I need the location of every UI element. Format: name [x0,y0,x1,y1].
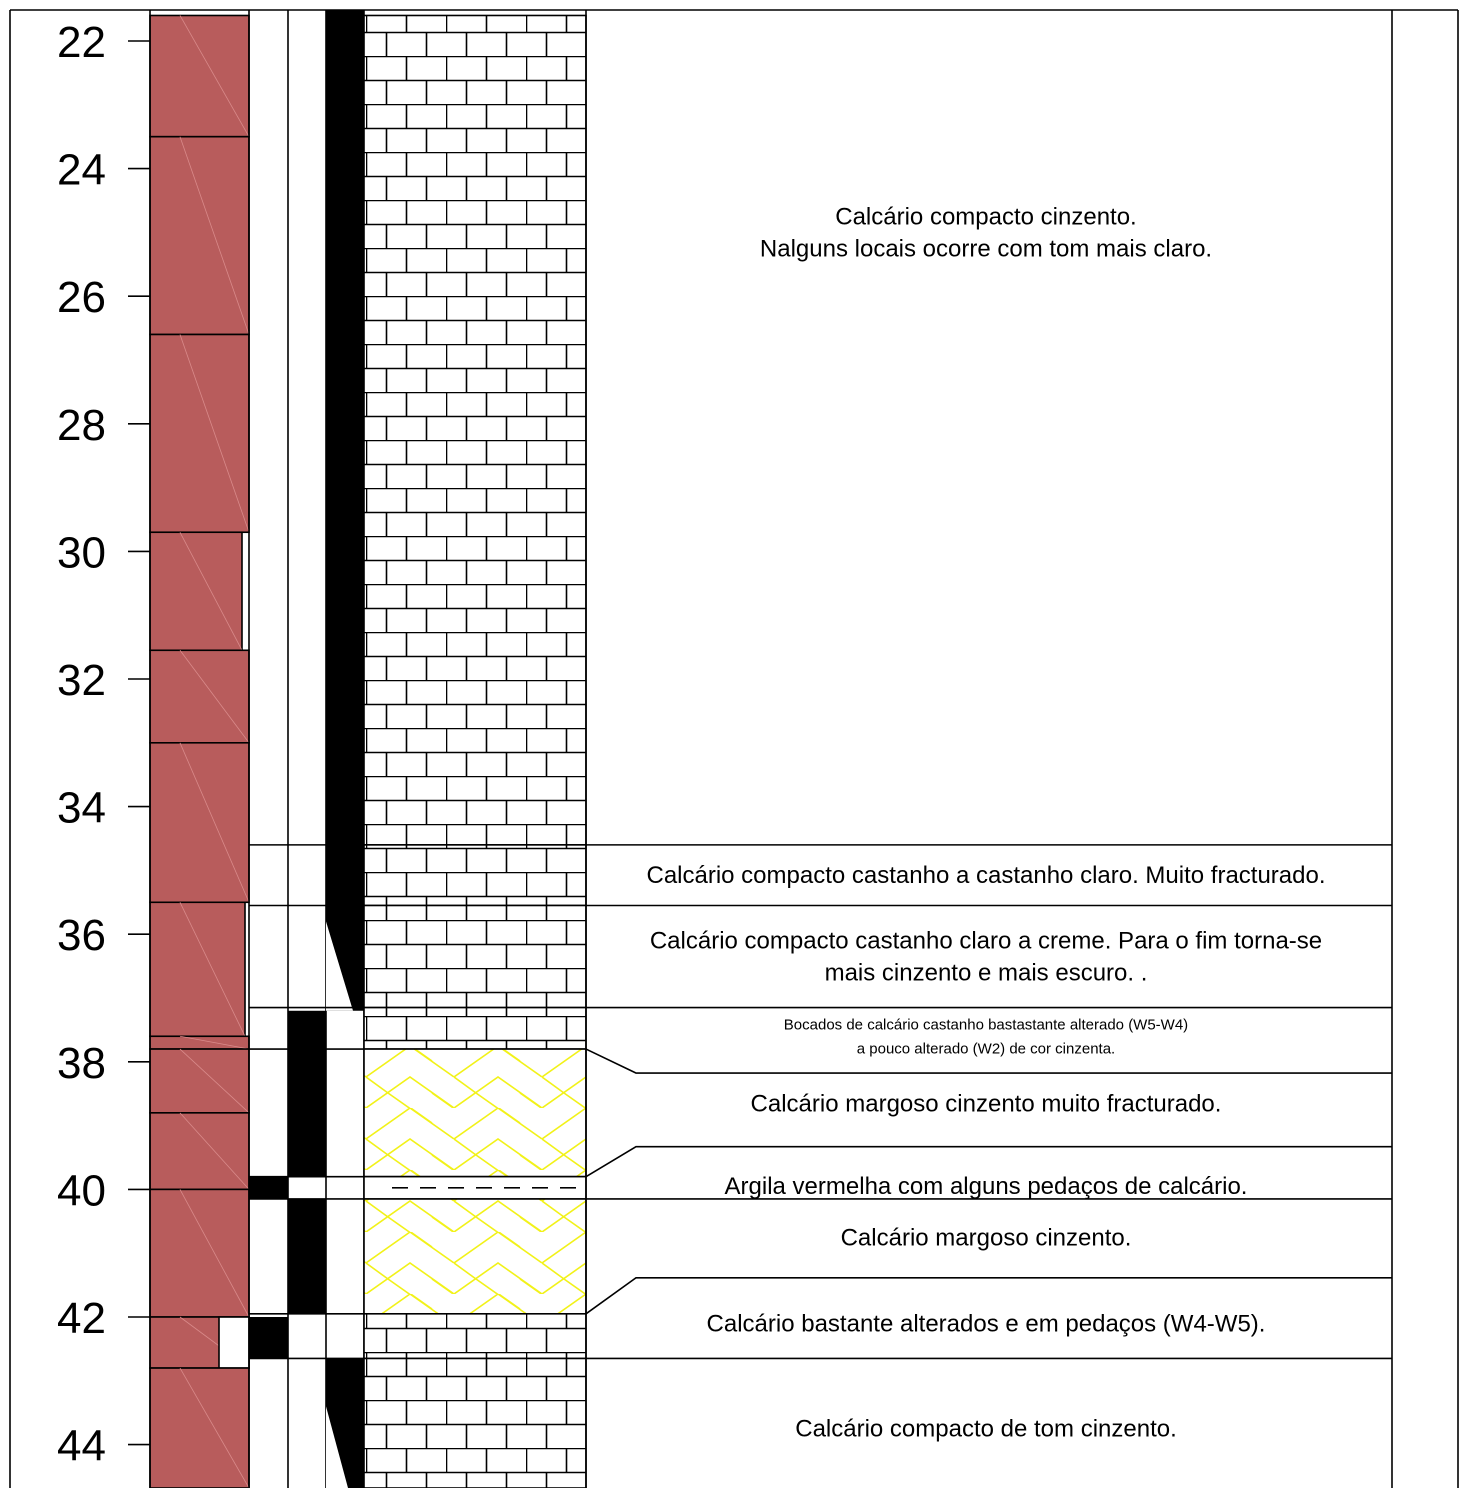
core-box-hatch [179,532,243,651]
depth-label: 26 [57,273,106,322]
description-divider [585,1048,1392,1074]
core-recovery-column [149,14,250,1488]
layer-description: Calcário margoso cinzento muito fractura… [751,1090,1222,1117]
fracture-fill [249,1176,288,1199]
fracture-rqd-columns [248,10,365,1488]
depth-label: 28 [57,401,106,450]
fracture-fill-cut [326,921,353,1011]
depth-label: 40 [57,1166,106,1215]
core-box-hatch [179,15,250,137]
lithology-limestone [363,14,587,846]
lithology-marl [363,1198,587,1315]
core-box [149,135,250,336]
depth-label: 38 [57,1039,106,1088]
fracture-fill [288,1049,326,1177]
core-box [149,1188,250,1318]
core-box [149,333,250,534]
description-column: Calcário compacto cinzento. Nalguns locai… [585,203,1392,1443]
core-box [149,901,246,1038]
lithology-limestone [363,844,587,907]
lithology-column [363,14,587,1488]
depth-label: 36 [57,911,106,960]
lithology-limestone [363,1357,587,1488]
core-box [149,14,250,138]
core-gap [218,1316,250,1369]
layer-description: mais cinzento e mais escuro. . [825,960,1148,987]
depth-axis: 22 24 26 28 30 32 34 36 38 40 42 44 [57,18,150,1471]
lithology-marl [363,1048,587,1178]
depth-label: 22 [57,18,106,67]
core-box-hatch [179,136,250,335]
lithology-limestone [363,1313,587,1360]
core-box-hatch [179,1112,250,1190]
depth-label: 34 [57,784,106,833]
depth-label: 42 [57,1294,106,1343]
fracture-fill [249,1317,288,1359]
depth-label: 44 [57,1422,106,1471]
core-box-hatch [179,1189,250,1318]
lithology-limestone [363,1006,587,1050]
fracture-fill [326,10,364,1011]
lithology-limestone [363,904,587,1009]
core-box-hatch [179,742,250,903]
fracture-fill-cut [326,1406,348,1488]
layer-description: Calcário bastante alterados e em pedaços… [707,1310,1266,1337]
core-box [149,649,250,744]
core-box [149,1367,250,1488]
core-box-hatch [179,650,250,744]
layer-description: Bocados de calcário castanho bastastante… [784,1016,1188,1033]
layer-description: Calcário compacto castanho claro a creme… [650,928,1322,955]
log-frame [9,9,1459,1488]
core-box [149,1035,250,1050]
layer-description: Calcário compacto de tom cinzento. [795,1416,1177,1443]
fracture-fill [288,1198,326,1314]
layer-description: Calcário compacto cinzento. [835,203,1136,230]
core-box [149,1112,250,1191]
layer-description: Nalguns locais ocorre com tom mais claro… [760,235,1212,262]
core-box [149,741,250,904]
core-box-hatch [179,1367,250,1488]
depth-label: 32 [57,656,106,705]
depth-label: 24 [57,146,106,195]
core-box-hatch [179,1035,250,1050]
layer-description: Calcário compacto castanho a castanho cl… [646,862,1325,889]
description-divider [585,1145,1392,1178]
layer-description: Calcário margoso cinzento. [841,1224,1132,1251]
core-box-hatch [179,334,250,533]
core-box-hatch [179,1048,250,1114]
core-box [149,531,243,652]
depth-label: 30 [57,528,106,577]
description-divider [585,1277,1392,1315]
layer-description: a pouco alterado (W2) de cor cinzenta. [857,1040,1115,1057]
core-box-hatch [179,902,246,1037]
layer-description: Argila vermelha com alguns pedaços de ca… [725,1173,1248,1200]
core-box [149,1048,250,1114]
